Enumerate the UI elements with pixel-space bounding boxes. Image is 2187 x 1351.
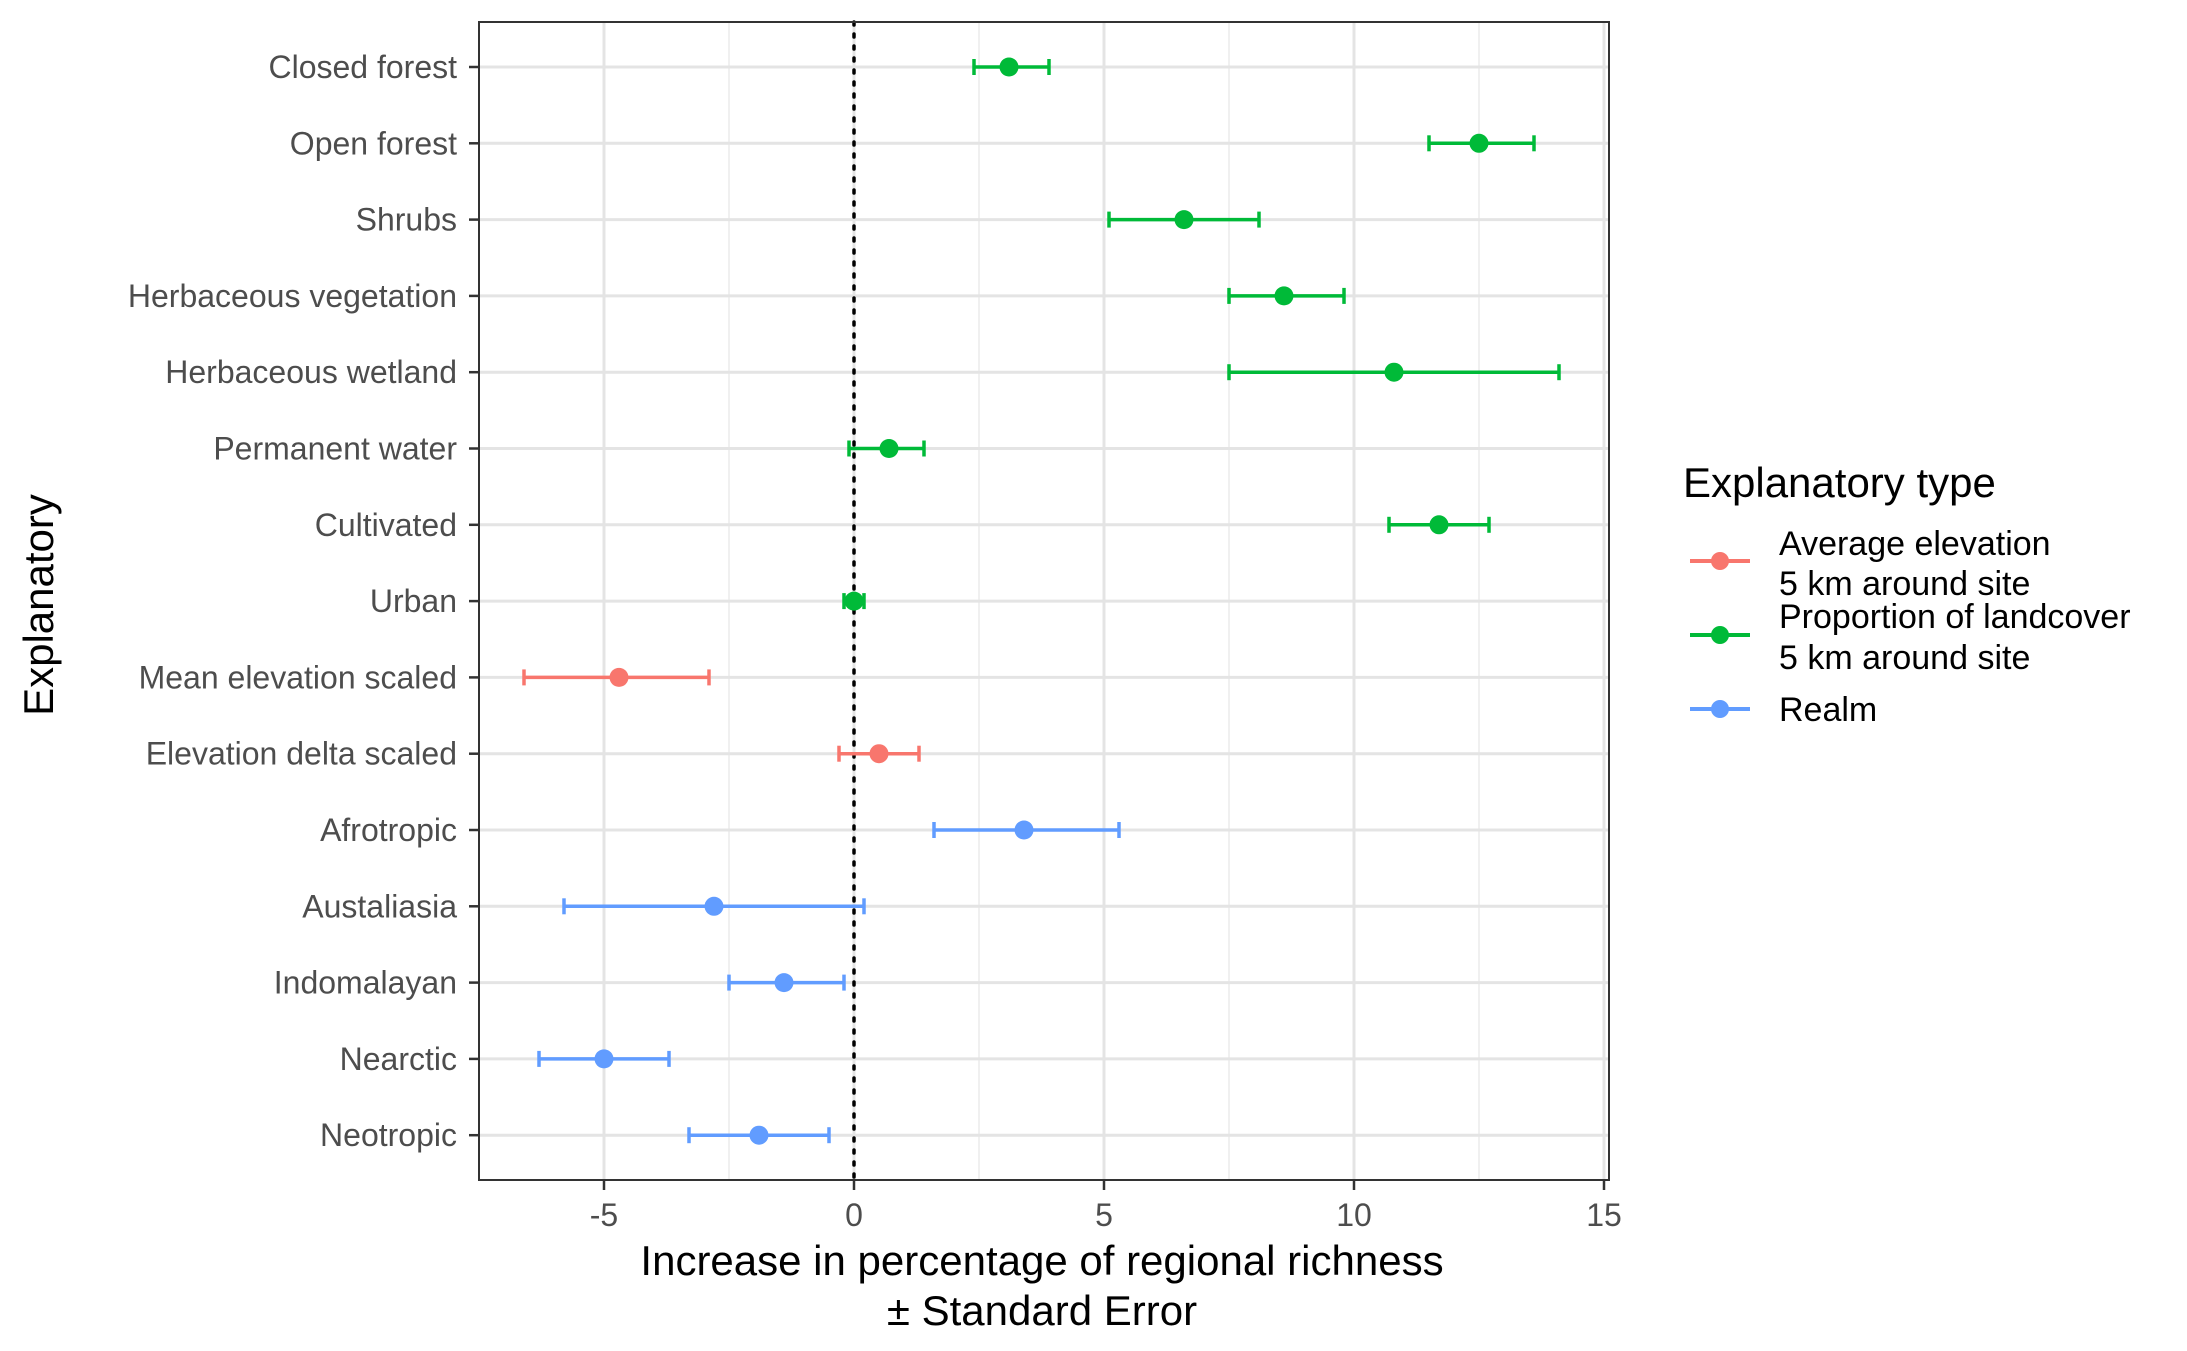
data-point: [1469, 133, 1489, 153]
data-point: [1174, 210, 1194, 230]
data-point: [844, 591, 864, 611]
y-tick-label: Closed forest: [268, 49, 457, 85]
y-axis: Closed forest Open forest Shrubs Herbaceous…: [128, 49, 479, 1153]
y-tick-label: Mean elevation scaled: [139, 659, 457, 695]
legend-key-point-realm: [1711, 700, 1729, 718]
x-tick-label: 5: [1095, 1197, 1113, 1233]
data-point: [704, 896, 724, 916]
y-tick-label: Permanent water: [213, 431, 457, 467]
data-point: [774, 973, 794, 993]
y-tick-label: Indomalayan: [274, 965, 457, 1001]
data-point: [879, 439, 899, 458]
x-tick-label: -5: [590, 1197, 618, 1233]
legend-title: Explanatory type: [1683, 459, 1996, 506]
legend-entry-realm: Realm: [1690, 691, 1877, 729]
y-tick-label: Herbaceous wetland: [165, 354, 457, 390]
x-axis-title-line2: ± Standard Error: [887, 1287, 1197, 1334]
y-tick-label: Urban: [370, 583, 457, 619]
legend-entry-elevation: Average elevation 5 km around site: [1690, 525, 2051, 603]
legend-label-elevation-line2: 5 km around site: [1779, 565, 2030, 603]
y-tick-label: Neotropic: [320, 1117, 457, 1153]
data-point: [749, 1125, 769, 1145]
data-point: [869, 744, 889, 764]
data-point: [999, 57, 1019, 77]
y-tick-label: Shrubs: [356, 202, 457, 238]
legend-label-landcover-line2: 5 km around site: [1779, 639, 2030, 677]
legend-label-realm: Realm: [1779, 691, 1877, 729]
y-tick-label: Open forest: [290, 125, 457, 161]
y-tick-label: Austaliasia: [302, 888, 457, 924]
data-point: [609, 667, 629, 687]
legend-label-landcover: Proportion of landcover: [1779, 598, 2131, 636]
data-points: [594, 57, 1489, 1145]
legend: Explanatory type Average elevation 5 km …: [1683, 459, 2131, 729]
x-axis-title: Increase in percentage of regional richn…: [640, 1237, 1443, 1284]
y-tick-label: Cultivated: [315, 507, 457, 543]
y-tick-label: Nearctic: [340, 1041, 457, 1077]
data-point: [1014, 820, 1034, 840]
x-tick-label: 15: [1586, 1197, 1622, 1233]
legend-entry-landcover: Proportion of landcover 5 km around site: [1690, 598, 2131, 677]
data-point: [1384, 362, 1404, 382]
y-tick-label: Afrotropic: [320, 812, 457, 848]
y-tick-label: Herbaceous vegetation: [128, 278, 457, 314]
data-point: [594, 1049, 614, 1069]
legend-key-point-landcover: [1711, 626, 1729, 644]
data-point: [1429, 515, 1449, 535]
legend-label-elevation: Average elevation: [1779, 525, 2051, 563]
data-point: [1274, 286, 1294, 306]
x-tick-label: 0: [845, 1197, 863, 1233]
legend-key-point-elevation: [1711, 552, 1729, 570]
y-tick-label: Elevation delta scaled: [146, 736, 457, 772]
x-tick-label: 10: [1336, 1197, 1372, 1233]
y-axis-title: Explanatory: [15, 494, 62, 716]
x-axis: -5 0 5 10 15: [590, 1180, 1622, 1233]
